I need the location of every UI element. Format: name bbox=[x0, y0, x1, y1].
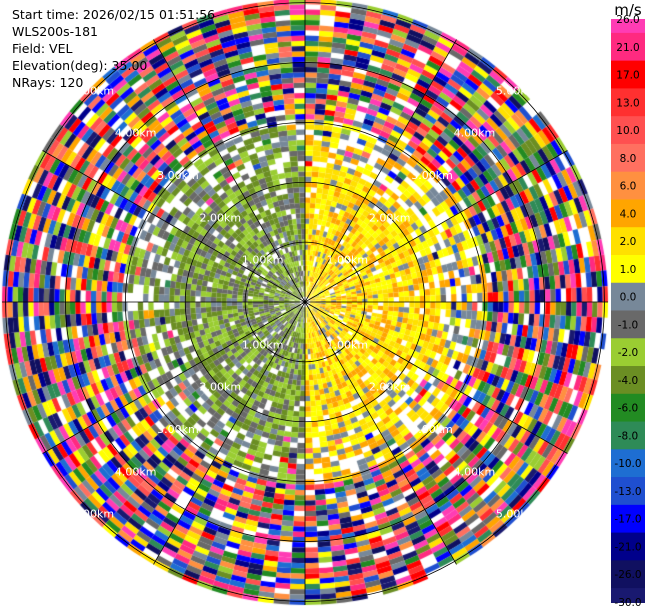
range-ring-label: 5.00km bbox=[496, 84, 538, 97]
colorbar-tick-label: -8.0 bbox=[618, 430, 639, 442]
range-ring-label: 2.00km bbox=[200, 381, 242, 394]
range-ring-label: 1.00km bbox=[242, 338, 284, 351]
spoke-line bbox=[153, 39, 306, 303]
colorbar-tick-label: -17.0 bbox=[614, 514, 641, 526]
range-ring-label: 2.00km bbox=[200, 211, 242, 224]
colorbar-swatch bbox=[611, 116, 645, 145]
colorbar-tick-label: 2.0 bbox=[620, 236, 637, 248]
colorbar: m/s26.0 21.0 17.0 13.0 10.0 8.0 6.0 4.0 2.0 1.0 0.… bbox=[611, 1, 645, 609]
colorbar-tick-label: 13.0 bbox=[616, 97, 639, 109]
colorbar-tick-label: 4.0 bbox=[620, 208, 637, 220]
range-ring-label: 3.00km bbox=[157, 423, 199, 436]
colorbar-swatch bbox=[611, 477, 645, 506]
spoke-line bbox=[153, 301, 306, 565]
range-ring-label: 3.00km bbox=[411, 169, 453, 182]
colorbar-swatch bbox=[611, 421, 645, 451]
colorbar-swatch bbox=[611, 143, 645, 173]
range-rings-overlay: 1.00km 1.00km 1.00km 1.00km 2.00km 2.00km 2.00… bbox=[2, 0, 608, 605]
colorbar-swatch bbox=[611, 199, 645, 229]
colorbar-tick-label: -2.0 bbox=[618, 347, 639, 359]
range-ring-label: 5.00km bbox=[496, 508, 538, 521]
nrays-label: NRays: 120 bbox=[12, 75, 84, 90]
colorbar-swatch bbox=[611, 366, 645, 395]
colorbar-swatch bbox=[611, 532, 645, 562]
colorbar-swatch bbox=[611, 227, 645, 256]
spoke-line bbox=[304, 150, 568, 303]
colorbar-swatch bbox=[611, 449, 645, 479]
colorbar-tick-label: -10.0 bbox=[614, 458, 641, 470]
colorbar-swatch bbox=[611, 560, 645, 590]
colorbar-tick-label: -1.0 bbox=[618, 319, 639, 331]
colorbar-swatch bbox=[611, 32, 645, 62]
spoke-line bbox=[304, 301, 568, 454]
colorbar-swatch bbox=[611, 393, 645, 423]
colorbar-unit: m/s bbox=[614, 1, 642, 19]
colorbar-tick-label: -21.0 bbox=[614, 541, 641, 553]
colorbar-swatch bbox=[611, 338, 645, 368]
colorbar-swatch bbox=[611, 504, 645, 534]
colorbar-tick-label: 21.0 bbox=[616, 42, 639, 54]
range-ring-label: 4.00km bbox=[115, 127, 157, 140]
colorbar-swatch bbox=[611, 588, 645, 603]
range-ring-label: 3.00km bbox=[157, 169, 199, 182]
range-ring-label: 3.00km bbox=[411, 423, 453, 436]
colorbar-tick-label: -26.0 bbox=[614, 569, 641, 581]
instrument-label: WLS200s-181 bbox=[12, 24, 98, 39]
range-ring-label: 1.00km bbox=[327, 338, 369, 351]
elevation-label: Elevation(deg): 35.00 bbox=[12, 58, 148, 73]
spoke-line bbox=[304, 301, 457, 565]
range-ring-label: 1.00km bbox=[327, 254, 369, 267]
range-ring-label: 5.00km bbox=[72, 508, 114, 521]
colorbar-tick-label: 26.0 bbox=[616, 14, 639, 26]
colorbar-tick-label: 17.0 bbox=[616, 70, 639, 82]
colorbar-swatch bbox=[611, 88, 645, 118]
colorbar-swatch bbox=[611, 171, 645, 201]
colorbar-tick-label: -4.0 bbox=[618, 375, 639, 387]
colorbar-tick-label: -30.0 bbox=[614, 597, 641, 609]
spoke-line bbox=[42, 150, 306, 303]
colorbar-tick-label: 6.0 bbox=[620, 181, 637, 193]
colorbar-tick-label: 1.0 bbox=[620, 264, 637, 276]
spoke-line bbox=[304, 39, 457, 303]
colorbar-tick-label: 8.0 bbox=[620, 153, 637, 165]
range-ring-label: 5.00km bbox=[72, 84, 114, 97]
range-ring-label: 4.00km bbox=[454, 465, 496, 478]
start-time-label: Start time: 2026/02/15 01:51:56 bbox=[12, 7, 216, 22]
range-ring-label: 2.00km bbox=[369, 381, 411, 394]
colorbar-tick-label: -13.0 bbox=[614, 486, 641, 498]
range-ring-label: 1.00km bbox=[242, 254, 284, 267]
colorbar-swatch bbox=[611, 254, 645, 284]
range-ring-label: 2.00km bbox=[369, 211, 411, 224]
scan-info: Start time: 2026/02/15 01:51:56 WLS200s-… bbox=[12, 6, 215, 91]
range-ring-label: 4.00km bbox=[454, 127, 496, 140]
colorbar-swatch bbox=[611, 282, 645, 312]
range-ring-label: 4.00km bbox=[115, 465, 157, 478]
colorbar-tick-label: -6.0 bbox=[618, 403, 639, 415]
colorbar-swatch bbox=[611, 60, 645, 90]
colorbar-swatch bbox=[611, 310, 645, 340]
colorbar-tick-label: 0.0 bbox=[620, 292, 637, 304]
colorbar-swatch bbox=[611, 19, 645, 34]
field-label: Field: VEL bbox=[12, 41, 73, 56]
colorbar-tick-label: 10.0 bbox=[616, 125, 639, 137]
spoke-line bbox=[42, 301, 306, 454]
